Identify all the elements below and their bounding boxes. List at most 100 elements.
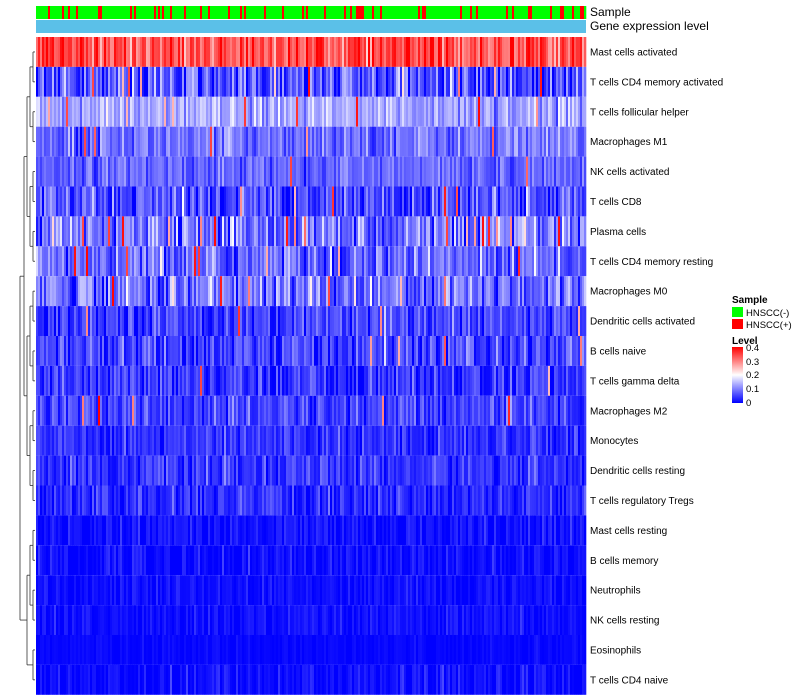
heatmap-cell <box>578 515 581 546</box>
heatmap-cell <box>304 216 307 247</box>
heatmap-cell <box>510 365 513 396</box>
heatmap-cell <box>294 455 297 486</box>
heatmap-cell <box>226 395 229 426</box>
heatmap-cell <box>276 276 279 307</box>
heatmap-cell <box>276 216 279 247</box>
heatmap-cell <box>78 365 81 396</box>
heatmap-cell <box>122 276 125 307</box>
heatmap-cell <box>522 485 525 516</box>
heatmap-cell <box>376 156 379 187</box>
heatmap-cell <box>56 515 59 546</box>
heatmap-cell <box>354 156 357 187</box>
heatmap-cell <box>548 425 551 456</box>
heatmap-cell <box>298 156 301 187</box>
heatmap-cell <box>240 156 243 187</box>
heatmap-cell <box>250 246 253 277</box>
heatmap-cell <box>392 216 395 247</box>
heatmap-cell <box>160 216 163 247</box>
heatmap-cell <box>200 216 203 247</box>
heatmap-cell <box>178 365 181 396</box>
heatmap-cell <box>154 276 157 307</box>
heatmap-cell <box>522 395 525 426</box>
heatmap-cell <box>560 96 563 127</box>
heatmap-cell <box>94 425 97 456</box>
heatmap-cell <box>222 455 225 486</box>
heatmap-cell <box>456 246 459 277</box>
heatmap-cell <box>482 365 485 396</box>
heatmap-cell <box>102 485 105 516</box>
heatmap-cell <box>430 515 433 546</box>
heatmap-cell <box>236 336 239 366</box>
heatmap-cell <box>394 186 397 217</box>
heatmap-cell <box>338 276 341 307</box>
sample-annotation-cell <box>266 6 269 19</box>
heatmap-cell <box>80 246 83 277</box>
heatmap-cell <box>358 485 361 516</box>
heatmap-cell <box>94 515 97 546</box>
heatmap-cell <box>236 306 239 336</box>
heatmap-cell <box>434 365 437 396</box>
heatmap-cell <box>150 126 153 157</box>
heatmap-cell <box>308 246 311 277</box>
heatmap-cell <box>138 395 141 426</box>
heatmap-cell <box>572 365 575 396</box>
heatmap-cell <box>510 395 513 426</box>
heatmap-cell <box>424 485 427 516</box>
heatmap-cell <box>76 455 79 486</box>
heatmap-cell <box>350 336 353 366</box>
heatmap-cell <box>428 186 431 217</box>
heatmap-cell <box>358 306 361 336</box>
heatmap-cell <box>484 37 487 67</box>
heatmap-cell <box>118 395 121 426</box>
heatmap-cell <box>310 126 313 157</box>
heatmap-cell <box>144 276 147 307</box>
heatmap-cell <box>318 66 321 97</box>
heatmap-cell <box>224 365 227 396</box>
heatmap-cell <box>578 425 581 456</box>
heatmap-cell <box>440 485 443 516</box>
heatmap-cell <box>158 156 161 187</box>
heatmap-cell <box>88 186 91 217</box>
heatmap-cell <box>38 306 41 336</box>
heatmap-cell <box>220 216 223 247</box>
heatmap-cell <box>338 395 341 426</box>
heatmap-cell <box>360 485 363 516</box>
heatmap-cell <box>496 126 499 157</box>
heatmap-cell <box>348 216 351 247</box>
heatmap-cell <box>258 455 261 486</box>
heatmap-cell <box>538 276 541 307</box>
heatmap-cell <box>496 306 499 336</box>
heatmap-cell <box>42 126 45 157</box>
heatmap-cell <box>514 455 517 486</box>
heatmap-cell <box>352 306 355 336</box>
heatmap-cell <box>250 216 253 247</box>
heatmap-cell <box>358 336 361 366</box>
heatmap-cell <box>388 336 391 366</box>
heatmap-cell <box>188 395 191 426</box>
heatmap-cell <box>582 425 585 456</box>
heatmap-cell <box>294 216 297 247</box>
heatmap-cell <box>62 37 65 67</box>
heatmap-cell <box>488 37 491 67</box>
heatmap-cell <box>456 37 459 67</box>
heatmap-cell <box>472 455 475 486</box>
heatmap-cell <box>126 216 129 247</box>
heatmap-cell <box>452 336 455 366</box>
heatmap-cell <box>428 395 431 426</box>
heatmap-cell <box>326 96 329 127</box>
heatmap-cell <box>390 186 393 217</box>
heatmap-cell <box>514 126 517 157</box>
heatmap-cell <box>530 66 533 97</box>
heatmap-cell <box>320 306 323 336</box>
heatmap-cell <box>102 455 105 486</box>
heatmap-cell <box>540 66 543 97</box>
heatmap-cell <box>510 156 513 187</box>
heatmap-cell <box>388 276 391 307</box>
heatmap-cell <box>86 425 89 456</box>
heatmap-cell <box>136 156 139 187</box>
heatmap-cell <box>180 425 183 456</box>
heatmap-cell <box>282 126 285 157</box>
heatmap-cell <box>486 96 489 127</box>
heatmap-cell <box>562 246 565 277</box>
heatmap-cell <box>504 186 507 217</box>
